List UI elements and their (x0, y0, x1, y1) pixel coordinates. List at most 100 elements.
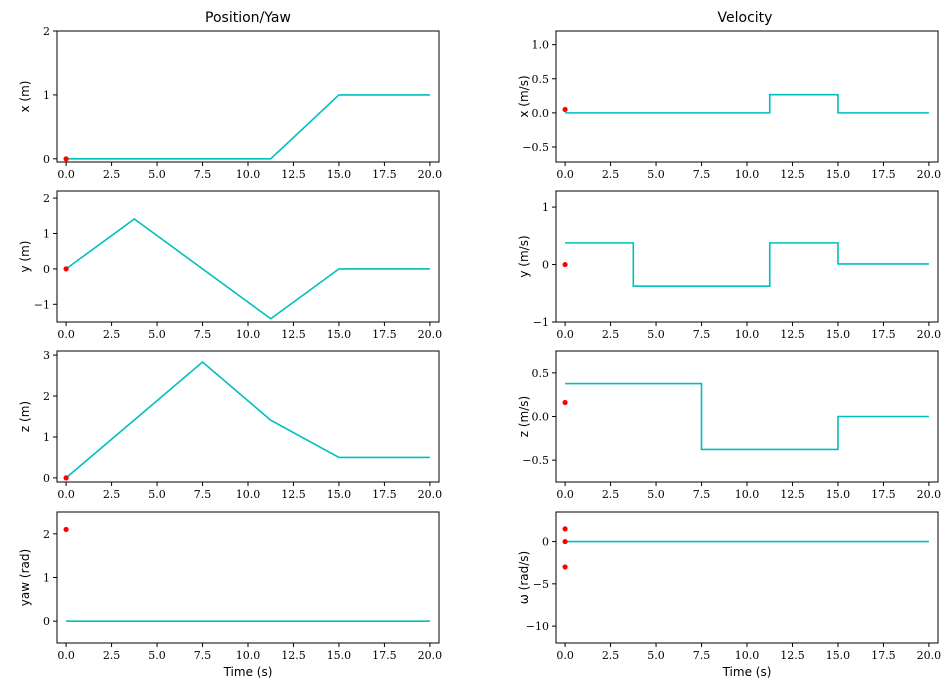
data-marker (562, 538, 568, 545)
series-line (565, 242, 929, 288)
y-tick-label: 2 (43, 528, 50, 541)
axes-frame (56, 30, 440, 163)
series-line (565, 382, 929, 451)
x-tick-label: 5.0 (148, 649, 166, 662)
y-tick-label: 0.0 (532, 107, 550, 120)
x-tick-label: 2.5 (103, 488, 121, 501)
x-tick-label: 17.5 (372, 168, 397, 181)
x-tick-label: 5.0 (647, 328, 665, 341)
subplot-8: 0.0 2.5 5.0 7.5 10.0 12.5 15.0 17.5 20.0 −10 −5 0 ω … (517, 511, 942, 679)
x-tick-label: 15.0 (826, 328, 851, 341)
y-tick-label: 0.0 (532, 411, 550, 424)
x-tick-label: 17.5 (871, 328, 896, 341)
data-marker (562, 399, 568, 406)
y-tick-label: 1.0 (532, 39, 550, 52)
x-tick-label: 15.0 (327, 328, 352, 341)
y-axis-label: x (m) (18, 81, 32, 113)
x-tick-label: 7.5 (693, 168, 711, 181)
y-axis-label: z (m/s) (517, 396, 531, 437)
x-tick-label: 12.5 (281, 168, 306, 181)
x-tick-label: 2.5 (602, 488, 620, 501)
x-tick-label: 0.0 (57, 168, 75, 181)
axes-frame (555, 511, 939, 644)
series-line (65, 217, 430, 320)
x-tick-label: 12.5 (780, 168, 805, 181)
x-tick-label: 7.5 (693, 328, 711, 341)
x-tick-label: 2.5 (602, 168, 620, 181)
x-tick-label: 5.0 (148, 328, 166, 341)
x-tick-label: 7.5 (194, 328, 212, 341)
x-tick-label: 7.5 (693, 488, 711, 501)
x-tick-label: 0.0 (556, 168, 574, 181)
x-tick-label: 12.5 (780, 488, 805, 501)
y-tick-label: 1 (43, 572, 50, 585)
axes-frame (555, 190, 939, 323)
series-line (66, 94, 430, 160)
x-tick-label: 20.0 (917, 168, 942, 181)
subplot-2: 0.0 2.5 5.0 7.5 10.0 12.5 15.0 17.5 20.0 −0.5 0.0 0… (517, 30, 942, 181)
x-tick-label: 10.0 (236, 649, 261, 662)
y-tick-label: −10 (526, 620, 549, 633)
y-axis-label: yaw (rad) (18, 549, 32, 606)
x-axis-label: Time (s) (722, 665, 772, 679)
y-tick-label: 0 (542, 536, 549, 549)
data-marker (63, 526, 69, 533)
x-tick-label: 2.5 (103, 168, 121, 181)
x-tick-label: 0.0 (556, 488, 574, 501)
series-line (65, 360, 430, 479)
x-tick-label: 20.0 (917, 488, 942, 501)
y-tick-label: 1 (43, 89, 50, 102)
x-tick-label: 5.0 (148, 488, 166, 501)
x-tick-label: 15.0 (327, 168, 352, 181)
x-tick-label: 7.5 (194, 168, 212, 181)
y-tick-label: −0.5 (522, 454, 549, 467)
x-tick-label: 12.5 (281, 328, 306, 341)
y-tick-label: 0.5 (532, 367, 550, 380)
x-tick-label: 0.0 (556, 328, 574, 341)
x-tick-label: 10.0 (236, 328, 261, 341)
y-axis-label: z (m) (18, 401, 32, 432)
y-tick-label: 0 (542, 259, 549, 272)
x-tick-label: 12.5 (281, 649, 306, 662)
x-tick-label: 10.0 (236, 168, 261, 181)
subplot-6: 0.0 2.5 5.0 7.5 10.0 12.5 15.0 17.5 20.0 −0.5 0.0 0… (517, 350, 942, 501)
data-marker (63, 156, 69, 162)
subplot-5: 0.0 2.5 5.0 7.5 10.0 12.5 15.0 17.5 20.0 0 1 2 3 z (m… (18, 349, 442, 501)
x-tick-label: 17.5 (372, 488, 397, 501)
y-tick-label: −0.5 (522, 141, 549, 154)
x-tick-label: 0.0 (57, 328, 75, 341)
data-marker (562, 564, 568, 570)
x-tick-label: 7.5 (693, 649, 711, 662)
x-tick-label: 5.0 (647, 168, 665, 181)
x-tick-label: 20.0 (418, 168, 443, 181)
x-tick-label: 17.5 (372, 328, 397, 341)
data-marker (63, 475, 69, 481)
right-column-title: Velocity (718, 10, 773, 26)
subplot-1: 0.0 2.5 5.0 7.5 10.0 12.5 15.0 17.5 20.0 0 1 2 x (m) (18, 25, 442, 181)
x-tick-label: 15.0 (327, 649, 352, 662)
y-tick-label: −1 (533, 316, 549, 329)
x-tick-label: 10.0 (735, 649, 760, 662)
y-tick-label: 0 (43, 472, 50, 485)
x-tick-label: 10.0 (236, 488, 261, 501)
x-tick-label: 15.0 (327, 488, 352, 501)
x-tick-label: 5.0 (647, 649, 665, 662)
x-tick-label: 2.5 (602, 328, 620, 341)
x-tick-label: 10.0 (735, 168, 760, 181)
x-tick-label: 2.5 (602, 649, 620, 662)
x-tick-label: 5.0 (148, 168, 166, 181)
axes-frame (56, 511, 440, 644)
y-axis-label: ω (rad/s) (517, 551, 531, 604)
x-tick-label: 10.0 (735, 488, 760, 501)
y-tick-label: 0 (43, 263, 50, 276)
x-tick-label: 7.5 (194, 488, 212, 501)
subplot-3: 0.0 2.5 5.0 7.5 10.0 12.5 15.0 17.5 20.0 −1 0 1 2 y (… (18, 190, 442, 341)
data-marker (562, 526, 568, 532)
y-tick-label: 2 (43, 390, 50, 403)
axes-frame (555, 30, 939, 163)
x-tick-label: 20.0 (917, 649, 942, 662)
x-tick-label: 12.5 (780, 328, 805, 341)
y-tick-label: 1 (43, 431, 50, 444)
x-tick-label: 0.0 (57, 649, 75, 662)
